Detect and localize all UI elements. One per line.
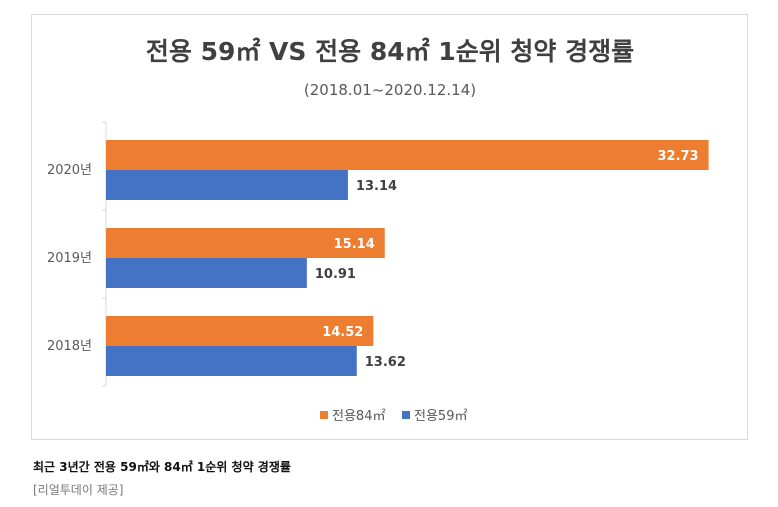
category-label: 2018년 xyxy=(47,339,92,354)
figure-source: [리얼투데이 제공] xyxy=(33,483,124,497)
category-label: 2020년 xyxy=(47,163,92,178)
figure-caption: 최근 3년간 전용 59㎡와 84㎡ 1순위 청약 경쟁률 xyxy=(33,460,291,474)
bar-area59 xyxy=(106,258,307,288)
legend: 전용84㎡ 전용59㎡ xyxy=(320,409,467,424)
bar-area84 xyxy=(106,228,385,258)
data-label: 13.14 xyxy=(356,179,397,194)
category-label: 2019년 xyxy=(47,251,92,266)
legend-swatch xyxy=(320,411,328,419)
bar-area84 xyxy=(106,140,709,170)
chart-subtitle: (2018.01~2020.12.14) xyxy=(304,81,476,99)
bar-area59 xyxy=(106,346,357,376)
bar-area84 xyxy=(106,316,374,346)
bar-area59 xyxy=(106,170,348,200)
data-label: 14.52 xyxy=(322,325,363,340)
legend-label: 전용84㎡ xyxy=(332,409,385,424)
chart-frame: 전용 59㎡ VS 전용 84㎡ 1순위 청약 경쟁률 (2018.01~202… xyxy=(31,14,748,440)
data-label: 15.14 xyxy=(334,237,375,252)
data-label: 13.62 xyxy=(365,355,406,370)
legend-label: 전용59㎡ xyxy=(414,409,467,424)
data-label: 10.91 xyxy=(315,267,356,282)
legend-swatch xyxy=(402,411,410,419)
bar-chart: 전용 59㎡ VS 전용 84㎡ 1순위 청약 경쟁률 (2018.01~202… xyxy=(47,37,709,424)
data-label: 32.73 xyxy=(657,149,698,164)
plot-area: 2020년 32.73 13.14 2019년 15.14 10.91 2018년 14.52… xyxy=(47,121,709,387)
chart-title: 전용 59㎡ VS 전용 84㎡ 1순위 청약 경쟁률 xyxy=(146,37,634,66)
